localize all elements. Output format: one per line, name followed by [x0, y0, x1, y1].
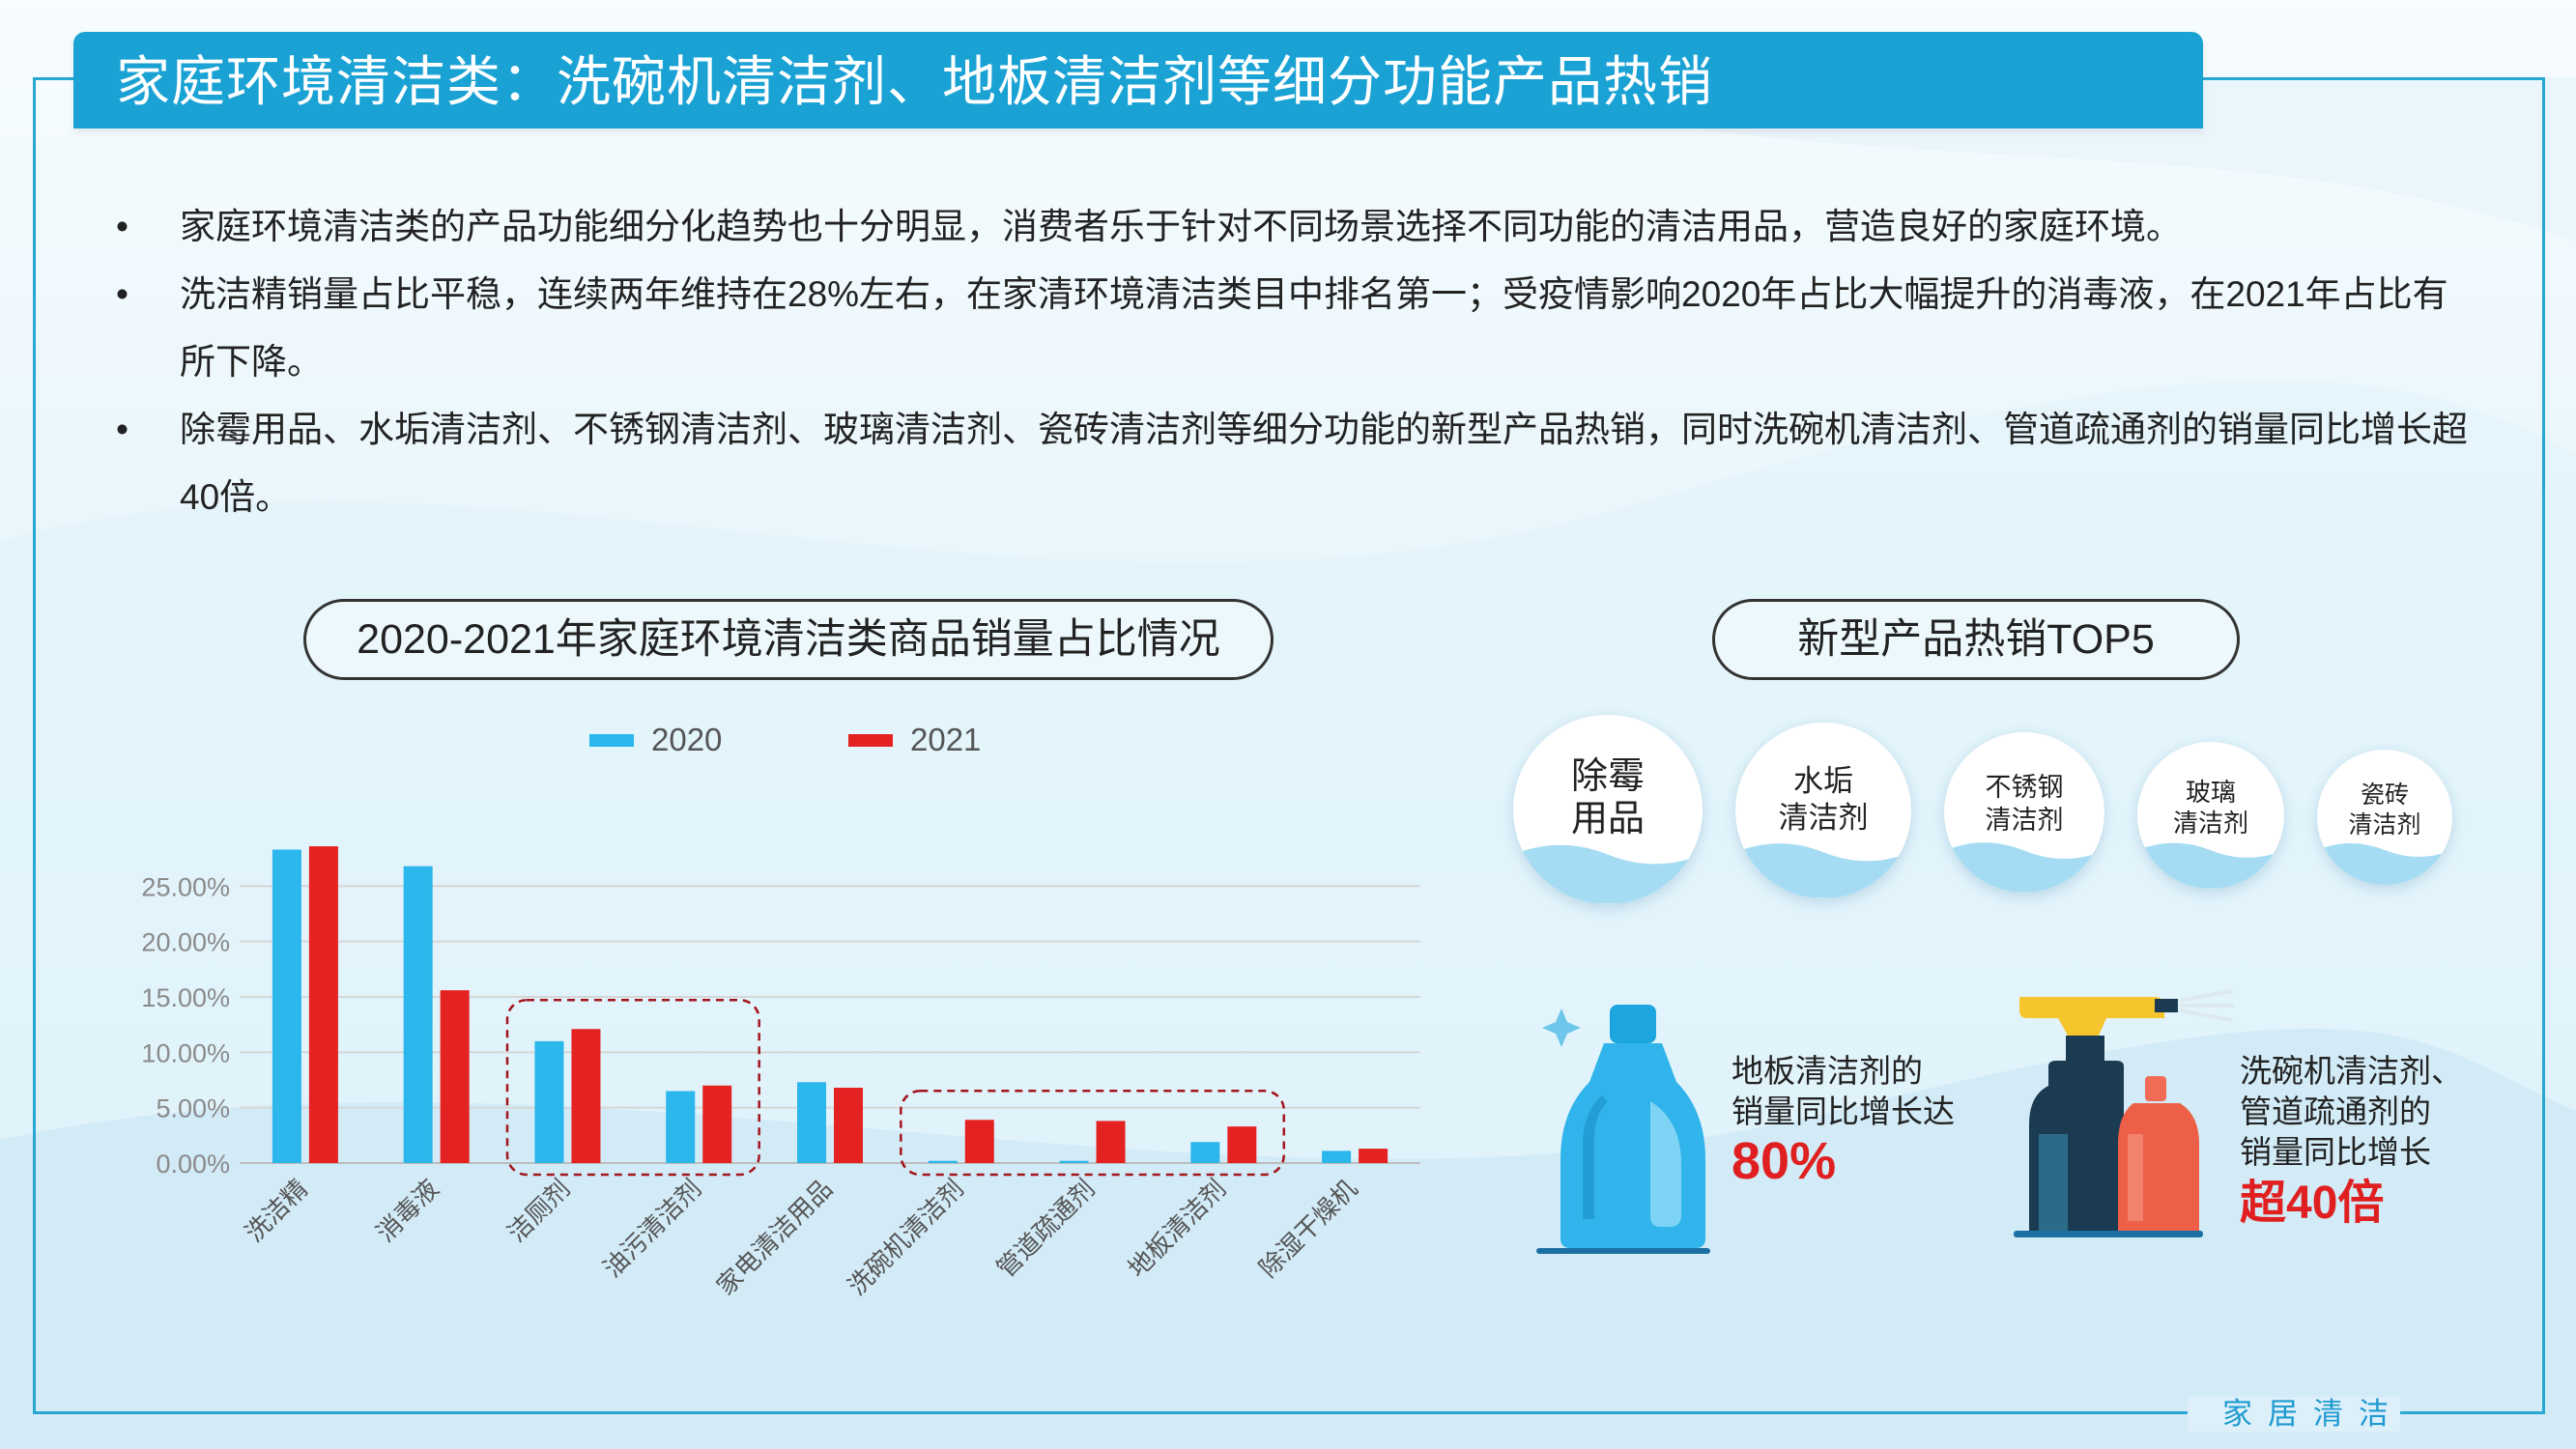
bullet-item: • 除霉用品、水垢清洁剂、不锈钢清洁剂、玻璃清洁剂、瓷砖清洁剂等细分功能的新型产…: [116, 396, 2474, 531]
x-tick-label: 洁厕剂: [501, 1174, 575, 1247]
top5-circle: 玻璃 清洁剂: [2137, 742, 2284, 889]
water-wave-icon: [1944, 842, 2104, 893]
bullet-text: 洗洁精销量占比平稳，连续两年维持在28%左右，在家清环境清洁类目中排名第一；受疫…: [180, 274, 2448, 382]
y-tick-label: 10.00%: [141, 1038, 230, 1067]
bullet-marker: •: [116, 207, 129, 246]
bar-2021: [1227, 1126, 1257, 1163]
detergent-bottle-icon: [1536, 1005, 1710, 1254]
top5-label-line: 清洁剂: [2348, 811, 2421, 838]
top5-label-line: 清洁剂: [1778, 801, 1869, 835]
top5-circle: 不锈钢 清洁剂: [1944, 732, 2104, 893]
y-tick-label: 15.00%: [141, 983, 230, 1012]
x-tick-label: 管道疏通剂: [991, 1174, 1101, 1283]
bar-2020: [797, 1082, 826, 1163]
floor-stat-value: 80%: [1732, 1132, 1837, 1190]
water-wave-icon: [2137, 842, 2284, 889]
x-tick-label: 家电清洁用品: [711, 1174, 839, 1301]
page-title: 家庭环境清洁类：洗碗机清洁剂、地板清洁剂等细分功能产品热销: [116, 51, 1713, 112]
highlight-box: [900, 1090, 1286, 1177]
footer-label: 家居清洁: [2222, 1397, 2404, 1431]
bar-2021: [1359, 1149, 1388, 1163]
spray-bottle-icon: [2014, 989, 2234, 1237]
chart-title: 2020-2021年家庭环境清洁类商品销量占比情况: [303, 599, 1274, 680]
x-tick-label: 除湿干燥机: [1253, 1174, 1362, 1283]
bar-2020: [1190, 1142, 1220, 1163]
top5-label: 除霉 用品: [1513, 755, 1703, 840]
top5-label-line: 瓷砖: [2360, 781, 2409, 809]
bullet-text: 除霉用品、水垢清洁剂、不锈钢清洁剂、玻璃清洁剂、瓷砖清洁剂等细分功能的新型产品热…: [180, 410, 2468, 517]
legend-label: 2021: [910, 722, 981, 757]
bar-2021: [702, 1085, 732, 1163]
bar-2020: [272, 849, 301, 1163]
top5-circle: 瓷砖 清洁剂: [2317, 750, 2452, 885]
dish-stat-value: 超40倍: [2240, 1178, 2385, 1229]
top5-label-line: 不锈钢: [1985, 773, 2064, 802]
floor-stat-line: 地板清洁剂的: [1732, 1053, 1923, 1089]
top5-label-line: 用品: [1570, 799, 1645, 839]
legend-label: 2020: [651, 722, 722, 757]
bullet-marker: •: [116, 274, 129, 314]
legend-swatch: [848, 734, 893, 747]
water-wave-icon: [1513, 845, 1703, 904]
top5-label: 水垢 清洁剂: [1735, 763, 1911, 837]
highlight-box: [505, 999, 760, 1177]
x-tick-label: 洗洁精: [240, 1174, 313, 1247]
title-bar: [73, 32, 2203, 128]
bar-2020: [1059, 1160, 1089, 1163]
water-wave-icon: [2317, 842, 2452, 885]
bar-2021: [308, 846, 338, 1163]
bar-2020: [928, 1160, 958, 1163]
bar-2020: [666, 1091, 696, 1163]
y-tick-label: 25.00%: [141, 872, 230, 901]
bar-2021: [1096, 1121, 1126, 1163]
bar-2020: [403, 866, 433, 1163]
floor-stat-line: 销量同比增长达: [1732, 1094, 1955, 1129]
dish-stat-line: 管道疏通剂的: [2240, 1094, 2431, 1129]
top5-title: 新型产品热销TOP5: [1712, 599, 2240, 680]
top5-label-line: 除霉: [1570, 756, 1645, 797]
top5-circle: 水垢 清洁剂: [1735, 723, 1911, 898]
top5-label-line: 水垢: [1793, 764, 1853, 798]
legend-swatch: [589, 734, 634, 747]
y-tick-label: 20.00%: [141, 928, 230, 957]
top5-label-line: 清洁剂: [2172, 809, 2248, 838]
bar-2021: [964, 1120, 994, 1163]
bullet-marker: •: [116, 410, 129, 449]
top5-label: 瓷砖 清洁剂: [2317, 781, 2452, 840]
top5-circle: 除霉 用品: [1513, 715, 1703, 904]
bar-2020: [534, 1040, 564, 1163]
water-wave-icon: [1735, 843, 1911, 898]
dish-stat-label: 洗碗机清洁剂、 管道疏通剂的 销量同比增长: [2240, 1051, 2463, 1173]
sales-share-chart: 0.00% 5.00% 10.00% 15.00% 20.00% 25.00% 洗洁精 消毒液…: [141, 722, 1420, 1301]
x-tick-label: 消毒液: [371, 1174, 444, 1247]
floor-stat-label: 地板清洁剂的 销量同比增长达: [1732, 1051, 1955, 1132]
x-tick-label: 洗碗机清洁剂: [842, 1174, 969, 1301]
bullet-text: 家庭环境清洁类的产品功能细分化趋势也十分明显，消费者乐于针对不同场景选择不同功能…: [180, 207, 2182, 246]
bullet-item: • 家庭环境清洁类的产品功能细分化趋势也十分明显，消费者乐于针对不同场景选择不同…: [116, 193, 2474, 261]
top5-label-line: 玻璃: [2185, 778, 2236, 807]
bullet-list: • 家庭环境清洁类的产品功能细分化趋势也十分明显，消费者乐于针对不同场景选择不同…: [116, 193, 2474, 531]
dish-stat-line: 洗碗机清洁剂、: [2240, 1053, 2463, 1089]
bar-2021: [834, 1088, 863, 1163]
bullet-item: • 洗洁精销量占比平稳，连续两年维持在28%左右，在家清环境清洁类目中排名第一；…: [116, 261, 2474, 396]
bar-2021: [571, 1029, 601, 1163]
bar-2021: [440, 990, 470, 1163]
x-tick-label: 油污清洁剂: [597, 1174, 706, 1283]
footer-gap: [2188, 1397, 2400, 1432]
top5-label: 不锈钢 清洁剂: [1944, 771, 2104, 837]
top5-label-line: 清洁剂: [1985, 806, 2064, 835]
y-tick-label: 5.00%: [156, 1094, 230, 1123]
x-tick-label: 地板清洁剂: [1122, 1174, 1231, 1283]
bar-2020: [1322, 1151, 1352, 1163]
y-tick-label: 0.00%: [156, 1150, 230, 1179]
dish-stat-line: 销量同比增长: [2240, 1134, 2431, 1170]
top5-label: 玻璃 清洁剂: [2137, 777, 2284, 838]
